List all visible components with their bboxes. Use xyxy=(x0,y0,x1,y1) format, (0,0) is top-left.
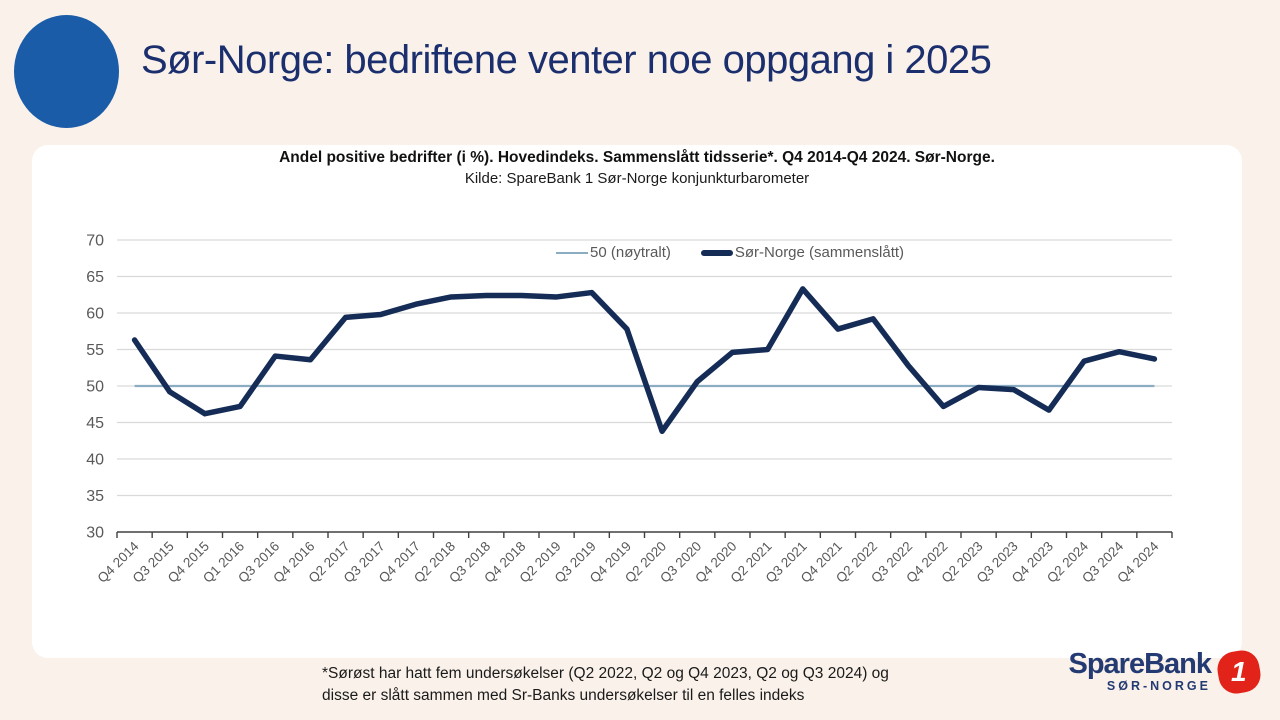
footnote-line-2: disse er slått sammen med Sr-Banks under… xyxy=(322,687,805,704)
series-line-swatch xyxy=(700,249,733,256)
y-axis-label: 35 xyxy=(86,488,104,505)
legend-label-neutral: 50 (nøytralt) xyxy=(590,244,671,261)
y-axis-label: 70 xyxy=(86,233,104,250)
chart-legend: 50 (nøytralt) Sør-Norge (sammenslått) xyxy=(556,244,904,261)
logo-region-text: SØR-NORGE xyxy=(1106,679,1211,693)
y-axis-label: 30 xyxy=(86,525,104,542)
logo-brand-text: SpareBank xyxy=(1068,648,1212,680)
legend-label-series: Sør-Norge (sammenslått) xyxy=(734,244,905,261)
logo-badge-icon: 1 xyxy=(1214,647,1264,696)
chart-card: Andel positive bedrifter (i %). Hovedind… xyxy=(32,145,1242,658)
footnote-line-1: *Sørøst har hatt fem undersøkelser (Q2 2… xyxy=(322,665,889,682)
chart-subtitle: Kilde: SpareBank 1 Sør-Norge konjunkturb… xyxy=(464,170,810,187)
brand-circle xyxy=(14,15,119,128)
legend-item-neutral: 50 (nøytralt) xyxy=(556,244,671,261)
y-axis-label: 50 xyxy=(86,379,104,396)
legend-item-series: Sør-Norge (sammenslått) xyxy=(700,244,905,261)
sparebank1-logo: SpareBank SØR-NORGE 1 xyxy=(1068,647,1264,696)
neutral-line-swatch xyxy=(556,251,588,254)
page-title: Sør-Norge: bedriftene venter noe oppgang… xyxy=(141,38,992,82)
y-axis-label: 60 xyxy=(86,306,104,323)
y-axis-label: 40 xyxy=(86,452,104,469)
y-axis-label: 55 xyxy=(86,342,104,359)
y-axis-label: 65 xyxy=(86,269,104,286)
y-axis-label: 45 xyxy=(86,415,104,432)
chart-title: Andel positive bedrifter (i %). Hovedind… xyxy=(279,149,995,166)
chart-footnote: *Sørøst har hatt fem undersøkelser (Q2 2… xyxy=(322,663,889,707)
series-line xyxy=(131,286,1158,435)
